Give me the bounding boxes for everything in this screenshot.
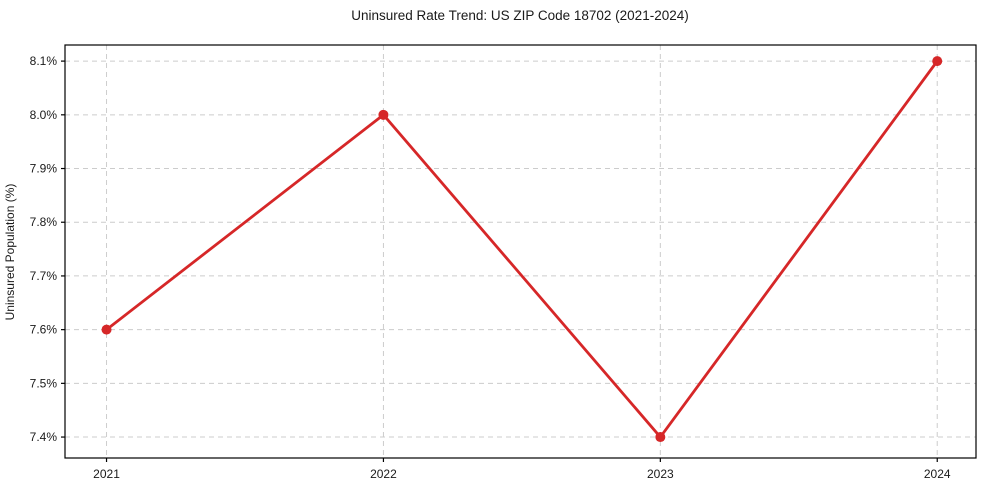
data-point [655, 432, 666, 443]
y-tick-label: 8.1% [30, 54, 58, 68]
x-tick-label: 2023 [647, 467, 674, 481]
y-tick-label: 7.5% [30, 376, 58, 390]
x-tick-label: 2024 [924, 467, 951, 481]
y-tick-label: 7.8% [30, 215, 58, 229]
y-tick-label: 7.4% [30, 430, 58, 444]
plot-border [64, 44, 977, 459]
y-tick-label: 7.7% [30, 269, 58, 283]
plot-area: 7.4% 7.5% 7.6% 7.7% 7.8% 7.9% 8.0% 8.1% 2021 2022… [30, 44, 977, 481]
y-tick-label: 8.0% [30, 108, 58, 122]
data-point [932, 56, 943, 67]
x-tick-label: 2022 [370, 467, 397, 481]
trend-line [105, 60, 939, 439]
y-axis-label: Uninsured Population (%) [3, 184, 17, 321]
data-point [378, 109, 389, 120]
data-point [101, 324, 112, 335]
x-tick-label: 2021 [93, 467, 120, 481]
chart-title: Uninsured Rate Trend: US ZIP Code 18702 … [351, 8, 688, 23]
y-tick-label: 7.9% [30, 162, 58, 176]
y-tick-label: 7.6% [30, 323, 58, 337]
